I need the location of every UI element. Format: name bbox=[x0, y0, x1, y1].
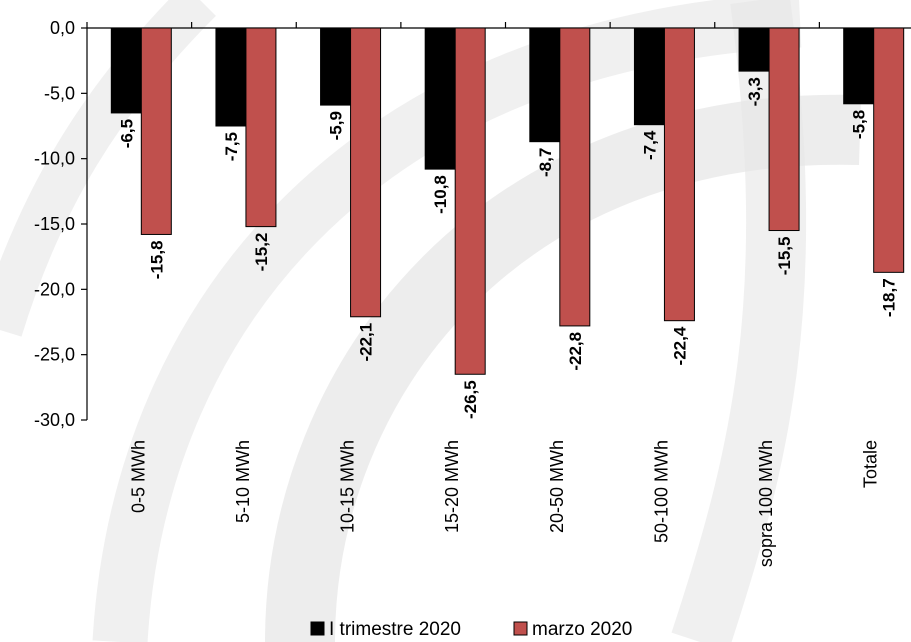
data-label: -3,3 bbox=[745, 77, 764, 106]
y-tick-label: -20,0 bbox=[34, 279, 75, 299]
y-tick-label: -30,0 bbox=[34, 410, 75, 430]
x-category-label: 20-50 MWh bbox=[547, 440, 567, 533]
bar-trimestre bbox=[738, 27, 770, 72]
data-label: -22,4 bbox=[670, 326, 689, 365]
y-tick-label: 0,0 bbox=[50, 18, 75, 38]
x-category-label: 15-20 MWh bbox=[442, 440, 462, 533]
legend-swatch-marzo bbox=[513, 621, 528, 636]
data-label: -15,5 bbox=[775, 237, 794, 276]
x-category-label: Totale bbox=[861, 440, 881, 488]
bar-trimestre bbox=[424, 27, 456, 170]
y-tick-label: -25,0 bbox=[34, 345, 75, 365]
x-category-label: sopra 100 MWh bbox=[756, 440, 776, 567]
data-label: -5,9 bbox=[327, 111, 346, 140]
data-label: -7,4 bbox=[640, 130, 659, 160]
bar-trimestre bbox=[320, 27, 352, 106]
x-category-label: 10-15 MWh bbox=[338, 440, 358, 533]
data-label: -6,5 bbox=[117, 119, 136, 148]
watermark-arc-1 bbox=[265, 94, 861, 642]
bar-marzo bbox=[663, 27, 695, 322]
bar-marzo bbox=[140, 27, 172, 235]
bars bbox=[110, 27, 905, 375]
bar-trimestre bbox=[843, 27, 875, 105]
bar-marzo bbox=[559, 27, 591, 327]
data-label: -7,5 bbox=[222, 132, 241, 161]
bar-trimestre bbox=[110, 27, 142, 114]
y-tick-label: -15,0 bbox=[34, 214, 75, 234]
data-label: -26,5 bbox=[461, 380, 480, 419]
legend-label-marzo: marzo 2020 bbox=[532, 619, 632, 640]
data-label: -22,8 bbox=[566, 332, 585, 371]
bar-trimestre bbox=[633, 27, 665, 126]
bar-marzo bbox=[245, 27, 277, 228]
data-label: -5,8 bbox=[850, 110, 869, 139]
bar-marzo bbox=[454, 27, 486, 375]
data-label: -15,8 bbox=[147, 240, 166, 279]
legend: I trimestre 2020 marzo 2020 bbox=[310, 619, 632, 640]
bar-marzo bbox=[768, 27, 800, 232]
y-tick-label: -5,0 bbox=[44, 83, 75, 103]
axes: 0,0 -5,0 -10,0 -15,0 -20,0 -25,0 -30,0 0-5 MWh 5… bbox=[34, 18, 911, 567]
data-label: -22,1 bbox=[357, 323, 376, 362]
x-category-label: 5-10 MWh bbox=[233, 440, 253, 523]
x-category-label: 50-100 MWh bbox=[651, 440, 671, 543]
data-labels: -6,5 -7,5 -5,9 -10,8 -8,7 -7,4 -3,3 -5,8 -15,8 -1… bbox=[117, 77, 898, 419]
data-label: -15,2 bbox=[252, 233, 271, 272]
data-label: -10,8 bbox=[431, 175, 450, 214]
legend-label-trimestre: I trimestre 2020 bbox=[329, 619, 461, 640]
bar-marzo bbox=[873, 27, 905, 273]
bar-marzo bbox=[350, 27, 382, 318]
bar-trimestre bbox=[215, 27, 247, 127]
data-label: -8,7 bbox=[536, 148, 555, 177]
y-tick-label: -10,0 bbox=[34, 149, 75, 169]
bar-trimestre bbox=[529, 27, 561, 143]
data-label: -18,7 bbox=[880, 278, 899, 317]
legend-swatch-trimestre bbox=[310, 621, 325, 636]
watermark-arc-2 bbox=[92, 0, 802, 642]
x-category-label: 0-5 MWh bbox=[128, 440, 148, 513]
